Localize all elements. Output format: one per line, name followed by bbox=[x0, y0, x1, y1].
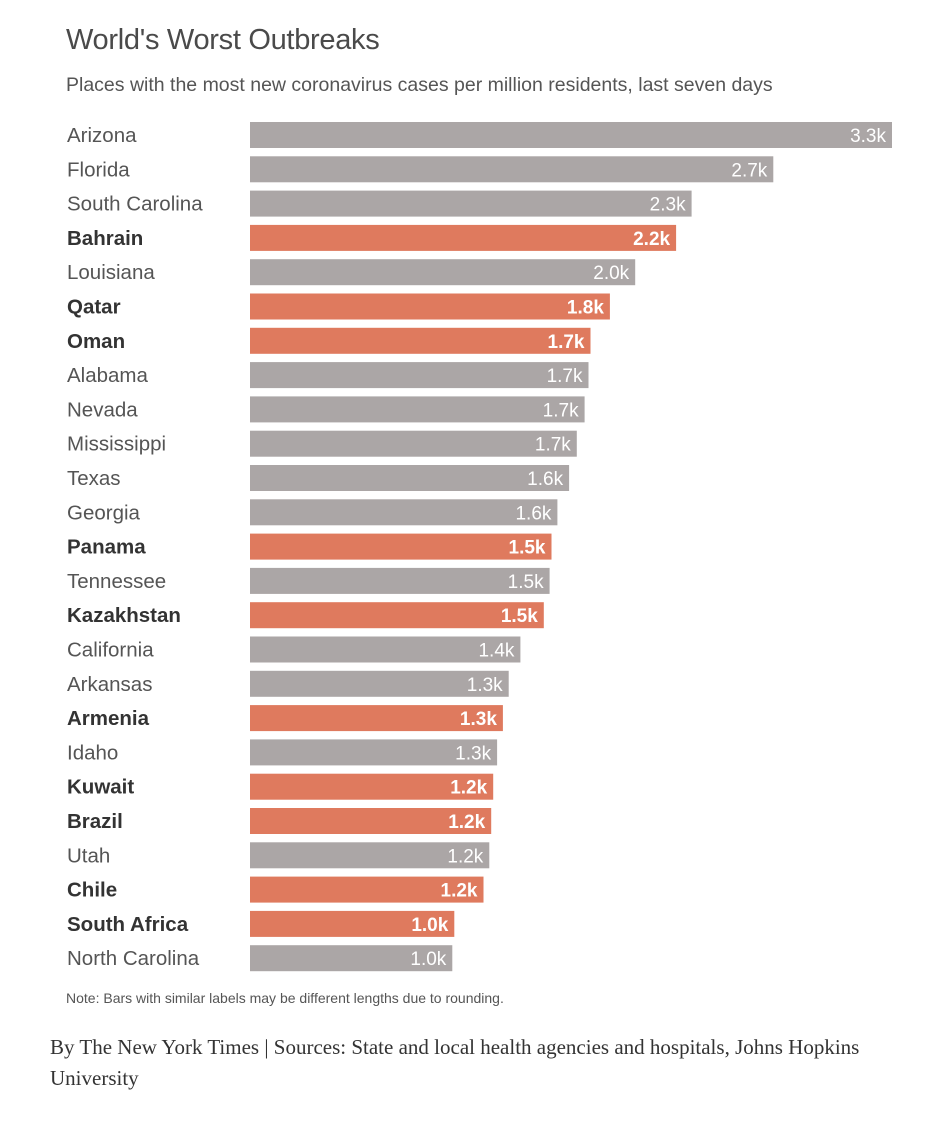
value-label-chile: 1.2k bbox=[441, 881, 478, 902]
value-label-kuwait: 1.2k bbox=[450, 778, 487, 799]
bar-armenia bbox=[250, 705, 503, 732]
category-label-louisiana: Louisiana bbox=[67, 261, 155, 284]
chart-note: Note: Bars with similar labels may be di… bbox=[66, 990, 504, 1006]
category-label-south-africa: South Africa bbox=[67, 913, 189, 936]
category-label-armenia: Armenia bbox=[67, 707, 150, 730]
value-label-kazakhstan: 1.5k bbox=[501, 606, 538, 627]
bar-tennessee bbox=[250, 567, 550, 594]
category-label-panama: Panama bbox=[67, 536, 146, 559]
bar-nevada bbox=[250, 396, 585, 423]
category-label-chile: Chile bbox=[67, 879, 117, 902]
chart-title: World's Worst Outbreaks bbox=[66, 24, 380, 56]
value-label-texas: 1.6k bbox=[527, 469, 563, 490]
value-label-louisiana: 2.0k bbox=[593, 263, 629, 284]
bar-panama bbox=[250, 533, 552, 560]
bar-alabama bbox=[250, 362, 589, 389]
category-label-kuwait: Kuwait bbox=[67, 776, 134, 799]
category-label-nevada: Nevada bbox=[67, 398, 138, 421]
value-label-brazil: 1.2k bbox=[448, 812, 485, 833]
value-label-utah: 1.2k bbox=[447, 846, 483, 867]
value-label-bahrain: 2.2k bbox=[633, 229, 670, 250]
value-label-idaho: 1.3k bbox=[455, 743, 491, 764]
category-label-bahrain: Bahrain bbox=[67, 227, 143, 250]
category-label-arizona: Arizona bbox=[67, 124, 137, 147]
value-label-tennessee: 1.5k bbox=[508, 572, 544, 593]
bar-kuwait bbox=[250, 773, 494, 800]
category-label-brazil: Brazil bbox=[67, 810, 123, 833]
category-label-california: California bbox=[67, 639, 154, 662]
category-label-utah: Utah bbox=[67, 844, 110, 867]
category-label-mississippi: Mississippi bbox=[67, 433, 166, 456]
category-label-north-carolina: North Carolina bbox=[67, 947, 200, 970]
category-label-texas: Texas bbox=[67, 467, 121, 490]
bar-oman bbox=[250, 327, 591, 354]
value-label-california: 1.4k bbox=[478, 641, 514, 662]
category-label-south-carolina: South Carolina bbox=[67, 193, 203, 216]
category-label-alabama: Alabama bbox=[67, 364, 149, 387]
value-label-arkansas: 1.3k bbox=[467, 675, 503, 696]
bar-south-carolina bbox=[250, 190, 692, 217]
bar-california bbox=[250, 636, 521, 663]
bar-south-africa bbox=[250, 910, 455, 937]
bar-georgia bbox=[250, 499, 558, 526]
bar-bahrain bbox=[250, 224, 677, 251]
bar-florida bbox=[250, 156, 774, 183]
category-label-florida: Florida bbox=[67, 158, 130, 181]
bar-arkansas bbox=[250, 670, 509, 697]
value-label-armenia: 1.3k bbox=[460, 709, 497, 730]
value-label-nevada: 1.7k bbox=[543, 400, 579, 421]
value-label-panama: 1.5k bbox=[509, 538, 546, 559]
value-label-south-carolina: 2.3k bbox=[650, 195, 686, 216]
value-label-arizona: 3.3k bbox=[850, 126, 886, 147]
value-label-florida: 2.7k bbox=[731, 160, 767, 181]
category-label-qatar: Qatar bbox=[67, 296, 121, 319]
bar-chile bbox=[250, 876, 484, 903]
category-label-idaho: Idaho bbox=[67, 741, 118, 764]
category-label-georgia: Georgia bbox=[67, 501, 141, 524]
bar-utah bbox=[250, 842, 490, 869]
category-label-kazakhstan: Kazakhstan bbox=[67, 604, 181, 627]
value-label-mississippi: 1.7k bbox=[535, 435, 571, 456]
bar-mississippi bbox=[250, 430, 577, 457]
bar-kazakhstan bbox=[250, 602, 544, 629]
bar-brazil bbox=[250, 808, 492, 834]
value-label-north-carolina: 1.0k bbox=[410, 949, 446, 970]
bar-north-carolina bbox=[250, 945, 453, 972]
bar-qatar bbox=[250, 293, 610, 320]
bar-louisiana bbox=[250, 259, 636, 286]
chart-subtitle: Places with the most new coronavirus cas… bbox=[66, 74, 773, 96]
chart-source: By The New York Times | Sources: State a… bbox=[50, 1035, 860, 1090]
bar-chart: Arizona 3.3k Florida 2.7k South Carolina 2.3k… bbox=[67, 122, 892, 972]
bar-arizona bbox=[250, 122, 892, 148]
value-label-alabama: 1.7k bbox=[547, 366, 583, 387]
category-label-tennessee: Tennessee bbox=[67, 570, 166, 593]
category-label-arkansas: Arkansas bbox=[67, 673, 152, 696]
value-label-south-africa: 1.0k bbox=[411, 915, 448, 936]
category-label-oman: Oman bbox=[67, 330, 125, 353]
bar-idaho bbox=[250, 739, 498, 766]
value-label-qatar: 1.8k bbox=[567, 298, 604, 319]
bar-texas bbox=[250, 465, 570, 491]
value-label-oman: 1.7k bbox=[548, 332, 585, 353]
value-label-georgia: 1.6k bbox=[515, 503, 551, 524]
